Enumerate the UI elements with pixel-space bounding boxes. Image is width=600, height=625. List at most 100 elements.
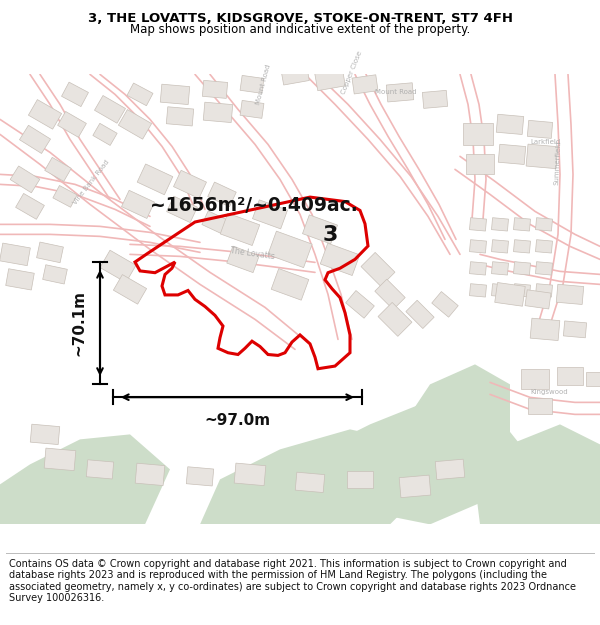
Polygon shape [314, 68, 346, 91]
Polygon shape [410, 364, 510, 464]
Text: Mount Road: Mount Road [375, 89, 416, 96]
Polygon shape [240, 76, 264, 93]
Polygon shape [422, 91, 448, 108]
Polygon shape [220, 213, 260, 246]
Text: Larkfield: Larkfield [530, 139, 560, 146]
Polygon shape [470, 240, 487, 253]
Polygon shape [100, 250, 136, 282]
Polygon shape [167, 196, 197, 222]
Polygon shape [37, 242, 64, 262]
Polygon shape [16, 194, 44, 219]
Polygon shape [10, 166, 40, 192]
Polygon shape [491, 217, 508, 231]
Polygon shape [378, 302, 412, 336]
Polygon shape [280, 394, 520, 524]
Polygon shape [234, 463, 266, 486]
Polygon shape [495, 282, 525, 306]
Polygon shape [281, 64, 309, 85]
Polygon shape [271, 269, 309, 300]
Polygon shape [586, 372, 600, 386]
Polygon shape [347, 471, 373, 488]
Polygon shape [346, 291, 374, 318]
Text: Summerfield: Summerfield [554, 141, 562, 186]
Polygon shape [435, 459, 465, 479]
Polygon shape [86, 460, 113, 479]
Polygon shape [470, 284, 487, 297]
Text: Vine Bank Road: Vine Bank Road [72, 159, 110, 206]
Polygon shape [521, 369, 549, 389]
Polygon shape [118, 109, 152, 139]
Polygon shape [496, 114, 524, 134]
Polygon shape [43, 265, 67, 284]
Polygon shape [536, 284, 553, 297]
Polygon shape [6, 269, 34, 290]
Polygon shape [62, 82, 88, 107]
Polygon shape [202, 211, 228, 234]
Polygon shape [514, 240, 530, 253]
Polygon shape [19, 125, 50, 154]
Polygon shape [173, 170, 206, 199]
Polygon shape [253, 200, 287, 229]
Polygon shape [30, 424, 60, 444]
Polygon shape [530, 318, 560, 341]
Polygon shape [0, 243, 31, 266]
Polygon shape [208, 182, 236, 207]
Polygon shape [28, 99, 62, 129]
Polygon shape [200, 429, 430, 524]
Polygon shape [94, 96, 125, 123]
Polygon shape [127, 83, 153, 106]
Polygon shape [498, 144, 526, 164]
Polygon shape [536, 240, 553, 253]
Polygon shape [526, 144, 558, 169]
Polygon shape [536, 217, 553, 231]
Polygon shape [361, 253, 395, 286]
Polygon shape [227, 246, 259, 272]
Polygon shape [137, 164, 173, 195]
Polygon shape [470, 262, 487, 275]
Polygon shape [93, 123, 117, 146]
Polygon shape [525, 290, 551, 309]
Polygon shape [466, 154, 494, 174]
Polygon shape [432, 291, 458, 318]
Polygon shape [470, 217, 487, 231]
Polygon shape [556, 284, 584, 304]
Polygon shape [491, 284, 508, 297]
Polygon shape [475, 424, 600, 524]
Polygon shape [113, 274, 146, 304]
Polygon shape [122, 190, 154, 219]
Polygon shape [320, 243, 360, 276]
Polygon shape [166, 107, 194, 126]
Text: Copper Close: Copper Close [340, 51, 363, 96]
Polygon shape [202, 81, 227, 98]
Polygon shape [386, 82, 413, 102]
Text: Mount Road: Mount Road [255, 64, 272, 106]
Polygon shape [240, 101, 264, 118]
Polygon shape [399, 475, 431, 498]
Text: ~97.0m: ~97.0m [205, 413, 271, 428]
Polygon shape [352, 75, 378, 94]
Polygon shape [463, 123, 493, 146]
Polygon shape [160, 84, 190, 104]
Polygon shape [44, 448, 76, 471]
Polygon shape [135, 463, 165, 486]
Polygon shape [514, 262, 530, 275]
Polygon shape [268, 231, 312, 268]
Polygon shape [302, 215, 338, 244]
Text: The Lovatts: The Lovatts [230, 246, 275, 261]
Polygon shape [375, 279, 405, 309]
Polygon shape [527, 121, 553, 138]
Polygon shape [536, 262, 553, 275]
Polygon shape [45, 158, 71, 181]
Polygon shape [53, 186, 77, 208]
Text: 3: 3 [322, 226, 338, 246]
Polygon shape [0, 434, 170, 524]
Text: ~1656m²/~0.409ac.: ~1656m²/~0.409ac. [150, 196, 358, 216]
Polygon shape [563, 321, 587, 338]
Text: Contains OS data © Crown copyright and database right 2021. This information is : Contains OS data © Crown copyright and d… [9, 559, 576, 603]
Polygon shape [295, 472, 325, 492]
Polygon shape [187, 467, 214, 486]
Polygon shape [58, 111, 86, 138]
Polygon shape [406, 300, 434, 329]
Polygon shape [514, 217, 530, 231]
Text: ~70.1m: ~70.1m [71, 290, 86, 356]
